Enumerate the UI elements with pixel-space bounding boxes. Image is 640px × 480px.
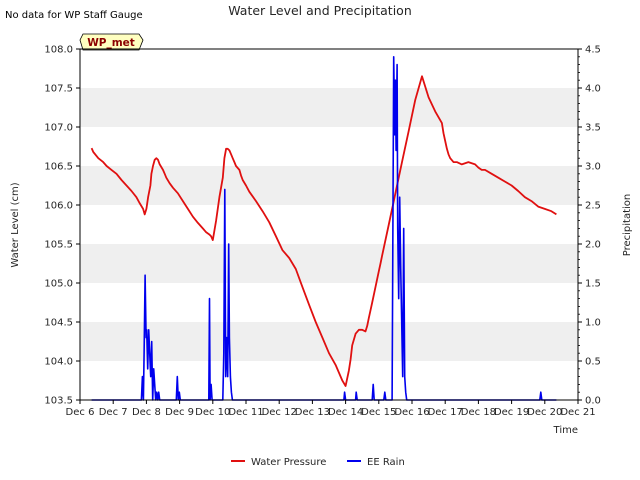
x-tick-label: Dec 12 [262, 407, 297, 418]
legend-label-ee-rain: EE Rain [367, 457, 405, 468]
y-tick-label: 104.5 [44, 318, 73, 329]
series-water-pressure-line [90, 75, 557, 387]
background-band [80, 244, 578, 283]
background-band [80, 322, 578, 361]
y2-tick-label: 3.0 [585, 162, 601, 173]
y2-tick-label: 4.0 [585, 84, 601, 95]
wp-met-badge: WP_met [79, 33, 144, 51]
x-tick-label: Dec 6 [66, 407, 95, 418]
plot-frame [79, 48, 579, 401]
x-tick-label: Dec 9 [165, 407, 194, 418]
y2-tick-label: 1.0 [585, 318, 601, 329]
background-bands [80, 88, 578, 361]
y2-tick-label: 2.0 [585, 240, 601, 251]
y-tick-label: 108.0 [44, 45, 73, 56]
legend: Water Pressure EE Rain [231, 457, 405, 468]
x-tick-label: Dec 18 [461, 407, 496, 418]
background-band [80, 88, 578, 127]
y2-tick-label: 4.5 [585, 45, 601, 56]
chart-title: Water Level and Precipitation [228, 3, 412, 18]
y-tick-label: 107.5 [44, 84, 73, 95]
y-axis-label: Water Level (cm) [10, 182, 21, 267]
x-axis-label: Time [553, 425, 578, 436]
y-tick-label: 105.5 [44, 240, 73, 251]
x-tick-label: Dec 20 [527, 407, 562, 418]
y-tick-label: 105.0 [44, 279, 73, 290]
y-tick-label: 106.5 [44, 162, 73, 173]
y-tick-label: 104.0 [44, 357, 73, 368]
x-tick-label: Dec 10 [195, 407, 230, 418]
x-tick-label: Dec 15 [361, 407, 396, 418]
x-tick-label: Dec 7 [99, 407, 128, 418]
x-tick-label: Dec 14 [328, 407, 363, 418]
x-tick-label: Dec 19 [494, 407, 529, 418]
x-tick-label: Dec 13 [295, 407, 330, 418]
y-tick-label: 103.5 [44, 396, 73, 407]
x-tick-label: Dec 21 [560, 407, 595, 418]
y-tick-label: 107.0 [44, 123, 73, 134]
y2-axis-label: Precipitation [622, 194, 633, 257]
no-data-note: No data for WP Staff Gauge [5, 10, 143, 21]
background-band [80, 166, 578, 205]
y2-tick-label: 0.0 [585, 396, 601, 407]
badge-label: WP_met [87, 37, 135, 49]
y2-tick-label: 2.5 [585, 201, 601, 212]
x-tick-label: Dec 16 [394, 407, 429, 418]
series-ee-rain-line [91, 55, 557, 401]
legend-label-water-pressure: Water Pressure [251, 457, 326, 468]
x-tick-label: Dec 8 [132, 407, 161, 418]
series-layer [90, 55, 557, 401]
x-tick-label: Dec 11 [228, 407, 263, 418]
x-tick-label: Dec 17 [428, 407, 463, 418]
y-tick-label: 106.0 [44, 201, 73, 212]
y2-tick-label: 3.5 [585, 123, 601, 134]
y2-tick-label: 1.5 [585, 279, 601, 290]
y2-tick-label: 0.5 [585, 357, 601, 368]
